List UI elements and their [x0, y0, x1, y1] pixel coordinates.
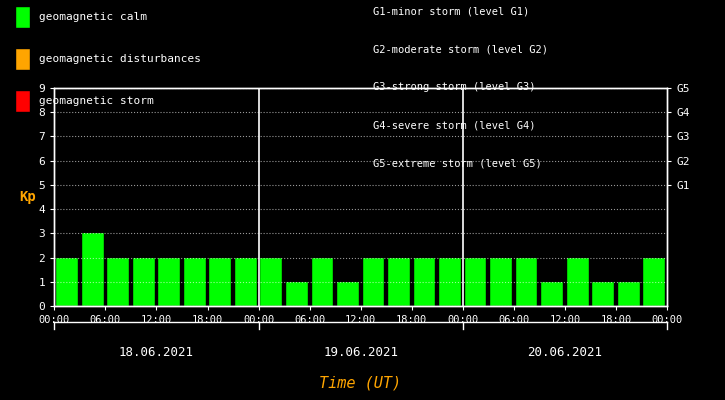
Bar	[210, 258, 231, 306]
Bar	[57, 258, 78, 306]
Y-axis label: Kp: Kp	[19, 190, 36, 204]
Bar	[592, 282, 614, 306]
Bar	[82, 233, 104, 306]
Text: geomagnetic calm: geomagnetic calm	[39, 12, 147, 22]
Bar	[567, 258, 589, 306]
Bar	[133, 258, 154, 306]
Bar	[362, 258, 384, 306]
Bar	[618, 282, 639, 306]
Bar	[542, 282, 563, 306]
Bar	[158, 258, 180, 306]
Text: 19.06.2021: 19.06.2021	[323, 346, 398, 359]
Text: G2-moderate storm (level G2): G2-moderate storm (level G2)	[373, 44, 548, 54]
Bar	[286, 282, 307, 306]
Bar	[643, 258, 665, 306]
Text: 18.06.2021: 18.06.2021	[119, 346, 194, 359]
Text: geomagnetic disturbances: geomagnetic disturbances	[39, 54, 201, 64]
Bar	[439, 258, 461, 306]
Bar	[414, 258, 435, 306]
Bar	[107, 258, 129, 306]
Bar	[312, 258, 334, 306]
Text: G5-extreme storm (level G5): G5-extreme storm (level G5)	[373, 158, 542, 168]
Bar	[465, 258, 486, 306]
Bar	[490, 258, 512, 306]
Bar	[337, 282, 359, 306]
Bar	[260, 258, 282, 306]
Bar	[235, 258, 257, 306]
Text: G3-strong storm (level G3): G3-strong storm (level G3)	[373, 82, 536, 92]
Text: 20.06.2021: 20.06.2021	[527, 346, 602, 359]
Text: geomagnetic storm: geomagnetic storm	[39, 96, 154, 106]
Text: G1-minor storm (level G1): G1-minor storm (level G1)	[373, 6, 530, 16]
Bar	[184, 258, 206, 306]
Text: G4-severe storm (level G4): G4-severe storm (level G4)	[373, 120, 536, 130]
Bar	[515, 258, 537, 306]
Text: Time (UT): Time (UT)	[319, 375, 402, 390]
Bar	[388, 258, 410, 306]
